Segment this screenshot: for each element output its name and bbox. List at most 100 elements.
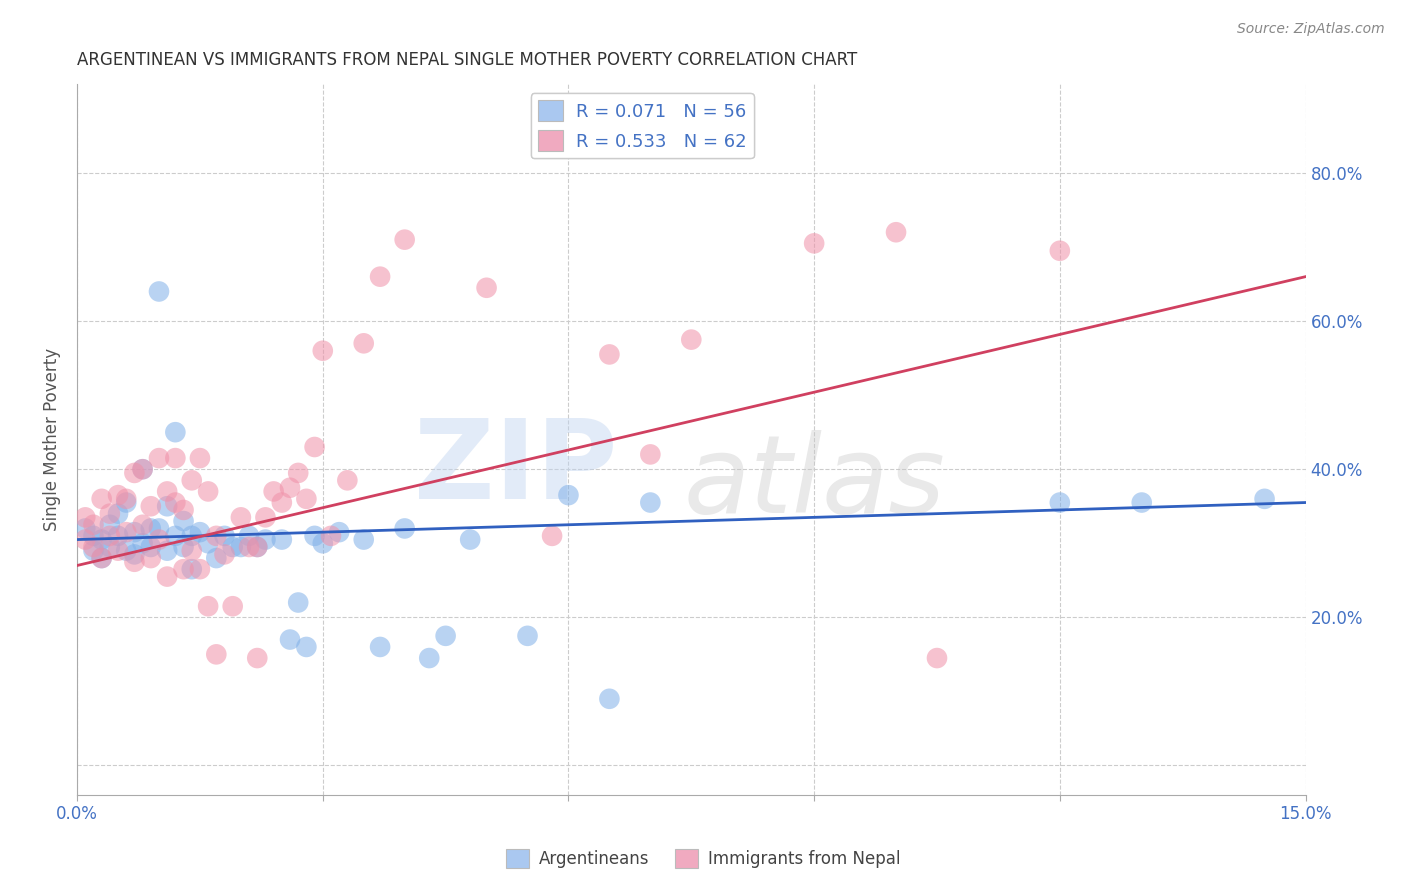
Point — [598, 691, 620, 706]
Point — [270, 533, 292, 547]
Point — [278, 481, 301, 495]
Point — [254, 510, 277, 524]
Point — [131, 462, 153, 476]
Y-axis label: Single Mother Poverty: Single Mother Poverty — [44, 348, 60, 531]
Point — [640, 495, 662, 509]
Point — [328, 525, 350, 540]
Point — [475, 281, 498, 295]
Point — [139, 540, 162, 554]
Point — [229, 510, 252, 524]
Point — [180, 529, 202, 543]
Point — [197, 484, 219, 499]
Point — [82, 540, 104, 554]
Point — [319, 529, 342, 543]
Point — [98, 507, 121, 521]
Point — [287, 595, 309, 609]
Point — [246, 540, 269, 554]
Point — [246, 651, 269, 665]
Point — [312, 343, 335, 358]
Point — [107, 529, 129, 543]
Point — [180, 562, 202, 576]
Point — [188, 525, 211, 540]
Point — [156, 484, 179, 499]
Point — [107, 488, 129, 502]
Point — [368, 640, 391, 654]
Point — [82, 517, 104, 532]
Point — [131, 536, 153, 550]
Point — [214, 548, 236, 562]
Point — [1049, 495, 1071, 509]
Point — [304, 440, 326, 454]
Point — [90, 533, 112, 547]
Point — [368, 269, 391, 284]
Point — [434, 629, 457, 643]
Point — [98, 517, 121, 532]
Point — [1130, 495, 1153, 509]
Point — [180, 543, 202, 558]
Point — [304, 529, 326, 543]
Point — [139, 551, 162, 566]
Point — [148, 533, 170, 547]
Point — [124, 525, 146, 540]
Point — [205, 648, 228, 662]
Point — [214, 529, 236, 543]
Point — [107, 543, 129, 558]
Point — [107, 507, 129, 521]
Point — [394, 521, 416, 535]
Point — [458, 533, 481, 547]
Point — [165, 451, 187, 466]
Point — [156, 569, 179, 583]
Point — [156, 500, 179, 514]
Point — [173, 540, 195, 554]
Point — [131, 517, 153, 532]
Point — [197, 536, 219, 550]
Point — [115, 495, 138, 509]
Point — [139, 500, 162, 514]
Point — [254, 533, 277, 547]
Point — [75, 521, 97, 535]
Point — [353, 336, 375, 351]
Point — [278, 632, 301, 647]
Point — [312, 536, 335, 550]
Text: atlas: atlas — [683, 430, 945, 534]
Point — [165, 425, 187, 440]
Point — [98, 540, 121, 554]
Point — [90, 491, 112, 506]
Point — [124, 548, 146, 562]
Point — [115, 543, 138, 558]
Point — [516, 629, 538, 643]
Point — [418, 651, 440, 665]
Point — [173, 503, 195, 517]
Point — [90, 551, 112, 566]
Point — [148, 451, 170, 466]
Point — [287, 466, 309, 480]
Point — [229, 540, 252, 554]
Point — [640, 447, 662, 461]
Point — [263, 484, 285, 499]
Point — [165, 495, 187, 509]
Point — [124, 555, 146, 569]
Point — [188, 451, 211, 466]
Point — [884, 225, 907, 239]
Point — [148, 521, 170, 535]
Point — [173, 514, 195, 528]
Point — [139, 521, 162, 535]
Legend: Argentineans, Immigrants from Nepal: Argentineans, Immigrants from Nepal — [499, 842, 907, 875]
Point — [238, 529, 260, 543]
Point — [238, 540, 260, 554]
Point — [173, 562, 195, 576]
Point — [205, 529, 228, 543]
Point — [1049, 244, 1071, 258]
Point — [295, 640, 318, 654]
Point — [98, 529, 121, 543]
Point — [353, 533, 375, 547]
Point — [557, 488, 579, 502]
Point — [115, 525, 138, 540]
Point — [221, 540, 243, 554]
Text: ARGENTINEAN VS IMMIGRANTS FROM NEPAL SINGLE MOTHER POVERTY CORRELATION CHART: ARGENTINEAN VS IMMIGRANTS FROM NEPAL SIN… — [77, 51, 858, 69]
Point — [82, 543, 104, 558]
Point — [82, 529, 104, 543]
Text: Source: ZipAtlas.com: Source: ZipAtlas.com — [1237, 22, 1385, 37]
Point — [90, 551, 112, 566]
Point — [124, 466, 146, 480]
